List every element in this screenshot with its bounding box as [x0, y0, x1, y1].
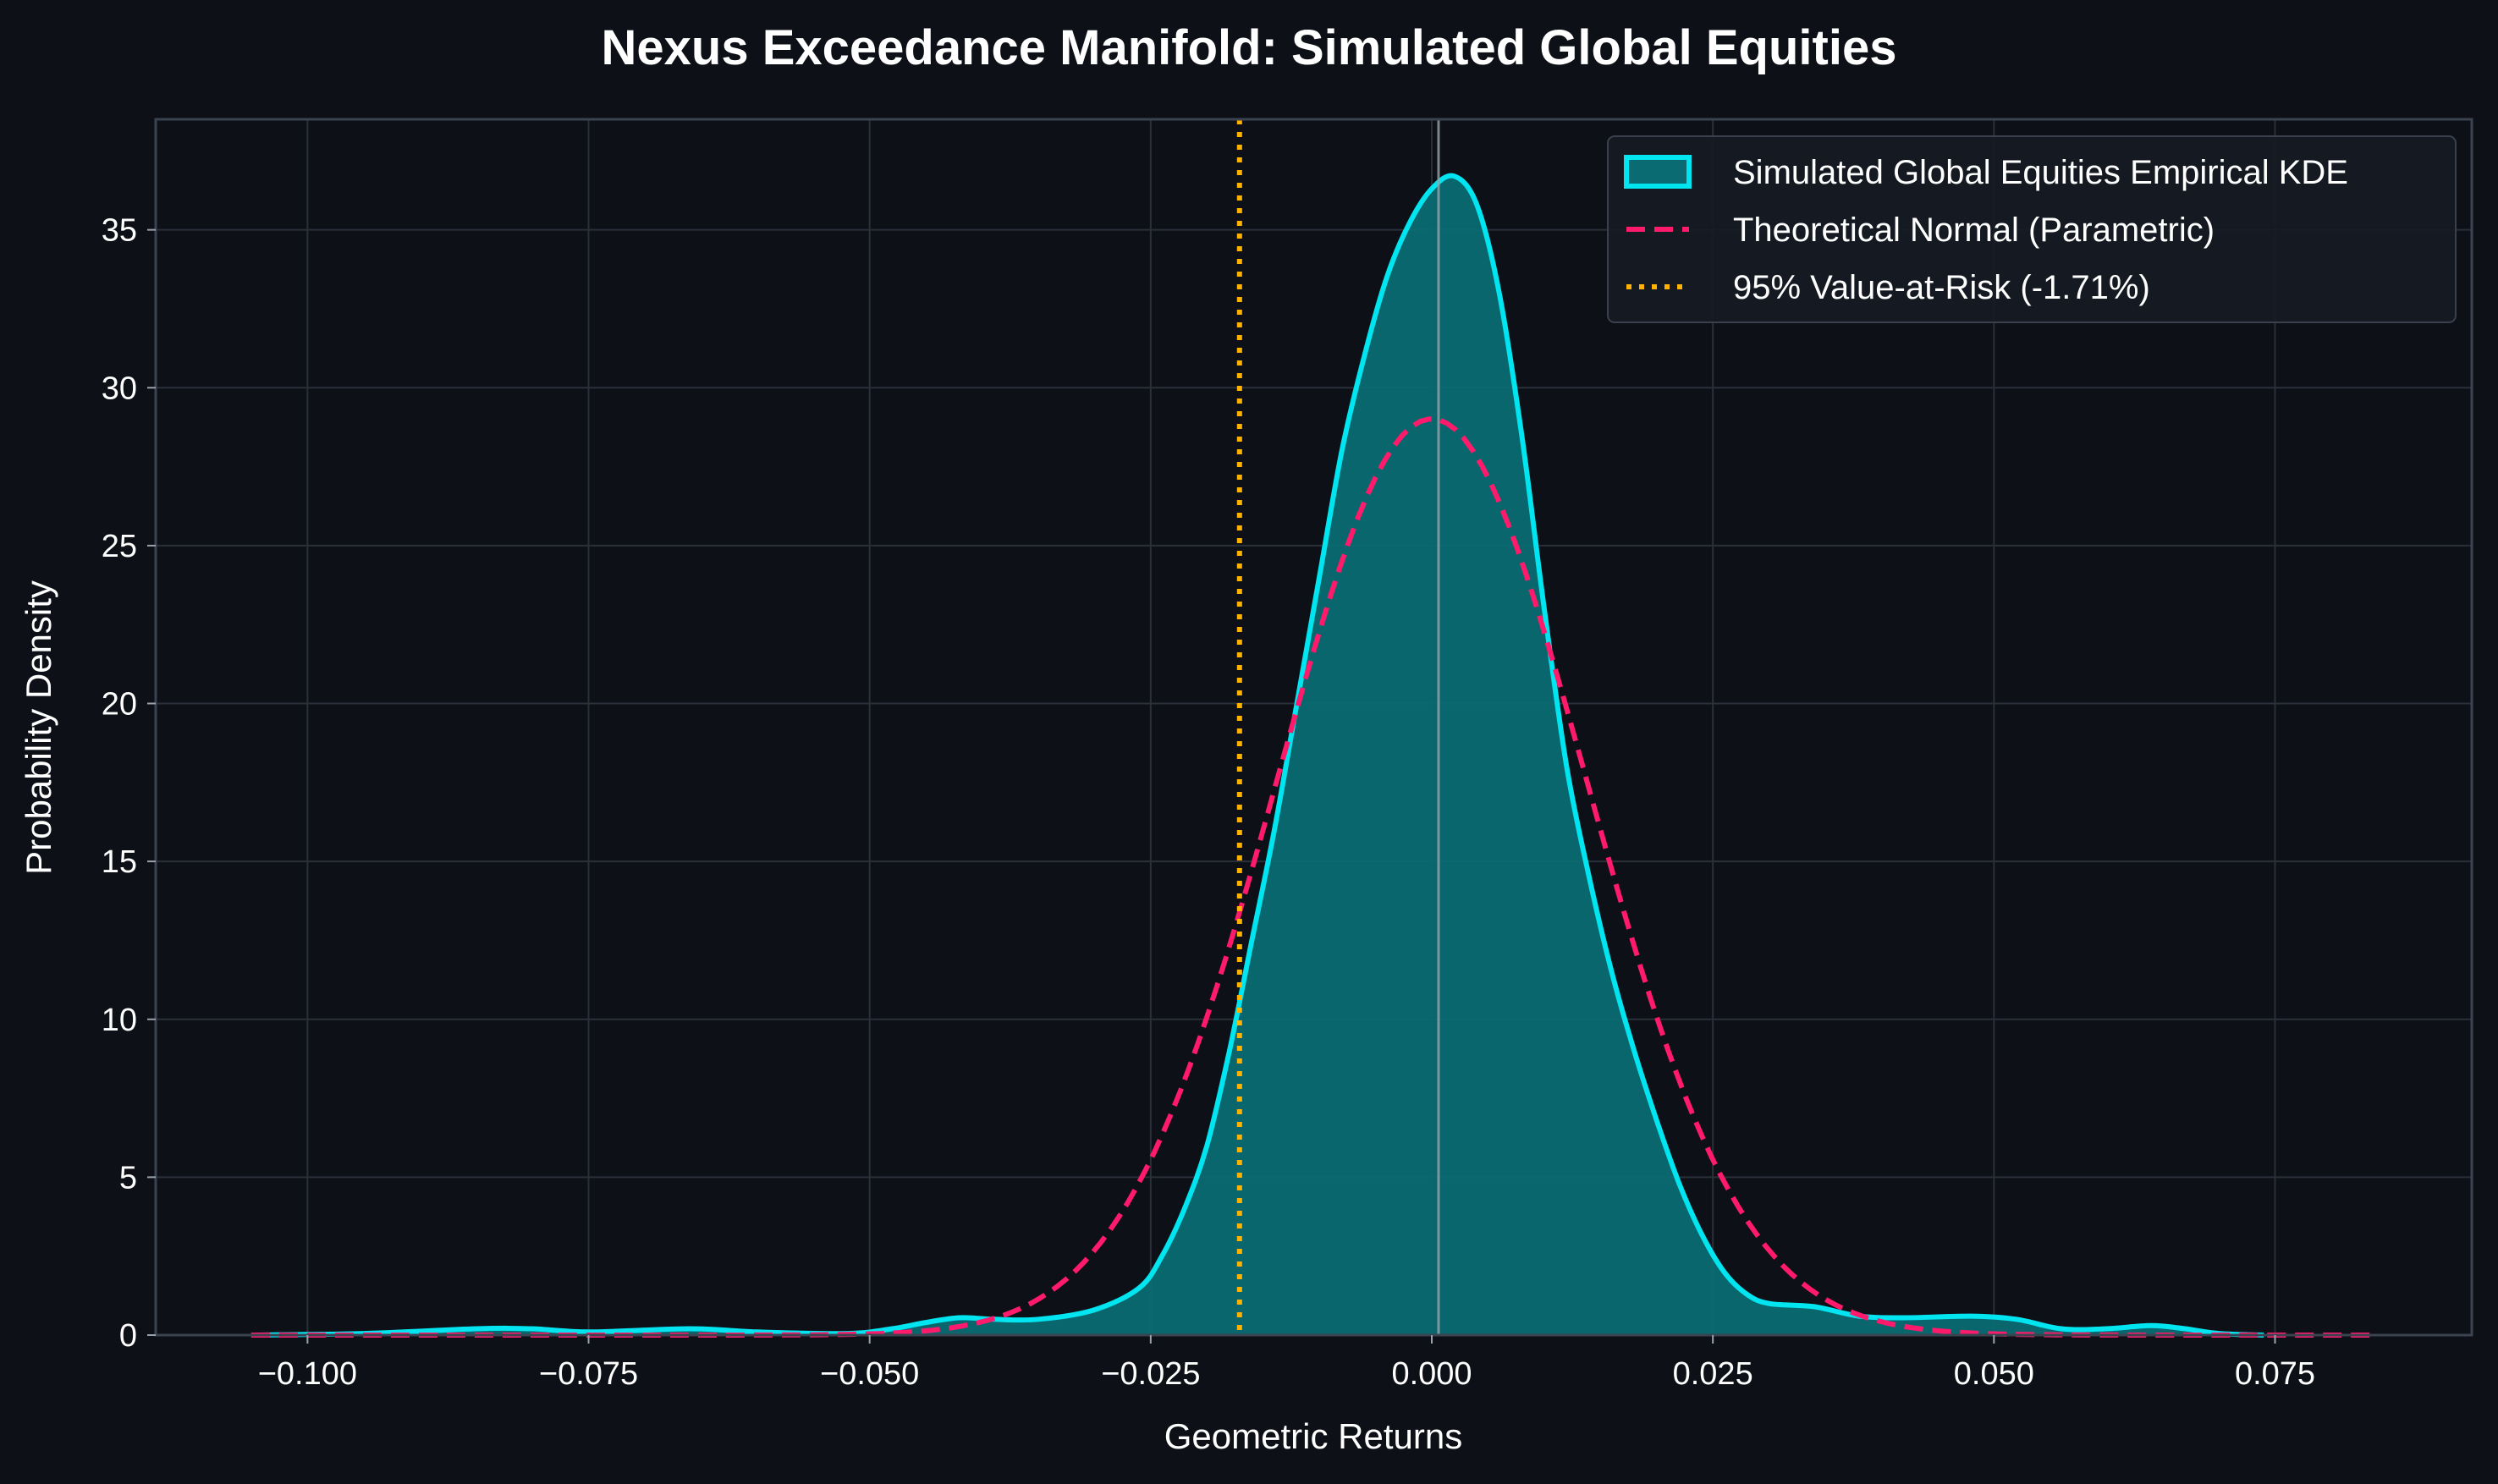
legend-box — [1607, 135, 2457, 323]
plot-area: −0.100 −0.075 −0.050 −0.025 0.000 0.025 0.050 0… — [102, 118, 2473, 1392]
legend-label: Theoretical Normal (Parametric) — [1733, 212, 2215, 249]
y-tick-label: 10 — [102, 1003, 137, 1038]
legend-kde-swatch — [1624, 155, 1692, 189]
legend-label: Simulated Global Equities Empirical KDE — [1733, 154, 2348, 191]
x-tick-label: −0.075 — [539, 1356, 638, 1392]
kde-area-fill — [250, 175, 2264, 1336]
kde-line — [250, 173, 2264, 1338]
x-tick-label: 0.075 — [2235, 1356, 2315, 1392]
x-tick-label: 0.000 — [1391, 1356, 1472, 1392]
x-tick-label: −0.100 — [258, 1356, 357, 1392]
y-tick-label: 15 — [102, 844, 137, 880]
legend: Simulated Global Equities Empirical KDE T… — [1607, 135, 2457, 323]
y-tick-label: 25 — [102, 529, 137, 564]
x-tick-label: 0.050 — [1954, 1356, 2034, 1392]
y-axis-title: Probability Density — [19, 580, 58, 875]
x-tick-label: 0.025 — [1673, 1356, 1753, 1392]
legend-label: 95% Value-at-Risk (-1.71%) — [1733, 269, 2150, 306]
y-tick-label: 30 — [102, 371, 137, 406]
y-tick-label: 5 — [119, 1160, 137, 1195]
chart-title: Nexus Exceedance Manifold: Simulated Glo… — [602, 20, 1897, 75]
plot-frame — [154, 118, 2473, 1337]
y-tick-label: 20 — [102, 687, 137, 723]
x-tick-label: −0.025 — [1101, 1356, 1200, 1392]
y-tick-label: 35 — [102, 213, 137, 249]
x-tick-label: −0.050 — [820, 1356, 919, 1392]
x-axis-title: Geometric Returns — [1164, 1416, 1462, 1456]
y-tick-label: 0 — [119, 1318, 137, 1354]
